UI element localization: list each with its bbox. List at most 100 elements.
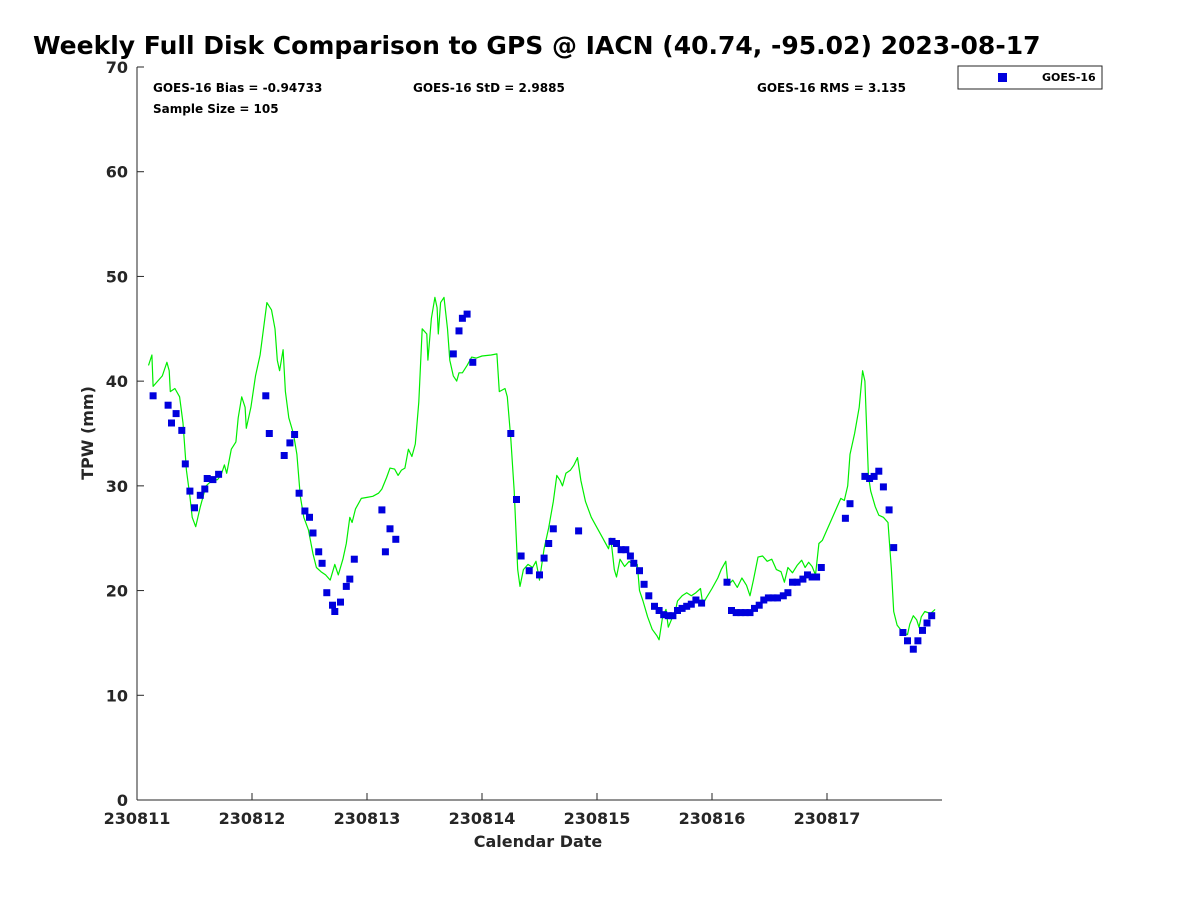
goes16-point: [751, 604, 758, 612]
goes16-point: [306, 513, 313, 521]
goes16-series: [149, 310, 936, 653]
goes16-point: [617, 546, 625, 554]
goes16-point: [793, 578, 801, 586]
y-tick-label: 60: [106, 163, 128, 182]
goes16-point: [746, 609, 754, 617]
goes16-point: [203, 475, 211, 482]
legend-box: [957, 65, 1103, 90]
x-tick-label: 230816: [679, 809, 746, 828]
goes16-point: [331, 608, 339, 615]
goes16-point: [655, 607, 663, 614]
goes16-point: [463, 310, 471, 318]
x-tick-label: 230812: [219, 809, 286, 828]
goes16-point: [386, 525, 394, 533]
goes16-point: [545, 540, 553, 547]
goes16-point: [575, 527, 583, 535]
goes16-point: [525, 567, 533, 575]
goes16-point: [540, 554, 548, 562]
goes16-point: [678, 604, 686, 612]
x-tick-label: 230815: [564, 809, 631, 828]
goes16-point: [507, 430, 515, 437]
goes16-point: [669, 612, 677, 620]
goes16-point: [799, 575, 807, 583]
goes16-point: [342, 582, 350, 590]
goes16-point: [536, 571, 543, 579]
goes16-point: [769, 594, 777, 602]
goes16-point: [301, 507, 309, 515]
x-tick-label: 230814: [449, 809, 516, 828]
goes16-point: [890, 544, 898, 552]
goes16-point: [741, 609, 749, 617]
goes16-point: [645, 592, 653, 600]
goes16-point: [201, 485, 209, 493]
goes16-point: [626, 552, 634, 560]
goes16-point: [458, 314, 466, 322]
legend-label-goes16: GOES-16: [1042, 71, 1096, 84]
goes16-point: [640, 580, 648, 588]
goes16-point: [651, 602, 658, 610]
goes16-point: [764, 594, 772, 602]
goes16-point: [846, 500, 854, 508]
goes16-point: [172, 410, 180, 418]
goes16-point: [737, 609, 745, 617]
x-tick-label: 230817: [794, 809, 861, 828]
goes16-point: [181, 460, 189, 468]
goes16-point: [378, 506, 386, 514]
goes16-point: [779, 592, 787, 600]
y-tick-label: 70: [106, 58, 128, 77]
legend-marker-goes16: [998, 73, 1007, 82]
goes16-point: [329, 601, 336, 609]
goes16-point: [660, 611, 668, 619]
goes16-point: [755, 601, 763, 609]
goes16-point: [280, 452, 288, 459]
goes16-point: [817, 564, 825, 571]
plot-area: [137, 67, 942, 800]
gps-series: [147, 296, 936, 641]
goes16-point: [636, 567, 643, 575]
goes16-point: [262, 392, 270, 400]
legend: GOES-16: [957, 65, 1103, 90]
goes16-point: [186, 487, 194, 495]
goes16-point: [191, 504, 198, 512]
goes16-point: [841, 514, 849, 522]
x-tick-label: 230811: [104, 809, 171, 828]
goes16-point: [337, 598, 344, 606]
goes16-point: [196, 491, 204, 499]
goes16-point: [318, 559, 326, 567]
goes16-point: [608, 537, 616, 545]
goes16-point: [674, 607, 681, 614]
chart-title: Weekly Full Disk Comparison to GPS @ IAC…: [33, 31, 1041, 60]
goes16-point: [549, 525, 557, 533]
goes16-point: [804, 571, 811, 579]
goes16-point: [928, 612, 936, 620]
goes16-point: [698, 599, 706, 607]
goes16-point: [309, 529, 317, 537]
goes16-point: [870, 472, 878, 480]
x-axis-label: Calendar Date: [474, 832, 603, 851]
goes16-point: [683, 602, 691, 610]
goes16-point: [813, 573, 821, 581]
goes16-point: [265, 430, 273, 437]
goes16-point: [919, 626, 926, 634]
y-axis-label: TPW (mm): [78, 386, 97, 480]
goes16-point: [286, 439, 294, 447]
goes16-point: [875, 467, 883, 475]
y-tick-label: 30: [106, 477, 128, 496]
goes16-point: [899, 629, 907, 636]
goes16-point: [732, 609, 740, 617]
goes16-point: [323, 589, 331, 597]
goes16-point: [630, 559, 638, 567]
goes16-point: [291, 431, 299, 438]
goes16-point: [513, 496, 520, 503]
goes16-point: [885, 506, 893, 514]
y-tick-label: 0: [117, 791, 128, 810]
goes16-point: [517, 552, 525, 560]
y-tick-label: 40: [106, 372, 128, 391]
goes16-point: [664, 612, 672, 620]
goes16-point: [350, 555, 358, 563]
goes16-point: [209, 476, 217, 484]
std-stat: GOES-16 StD = 2.9885: [413, 81, 565, 95]
goes16-point: [861, 472, 869, 480]
goes16-point: [392, 535, 400, 543]
